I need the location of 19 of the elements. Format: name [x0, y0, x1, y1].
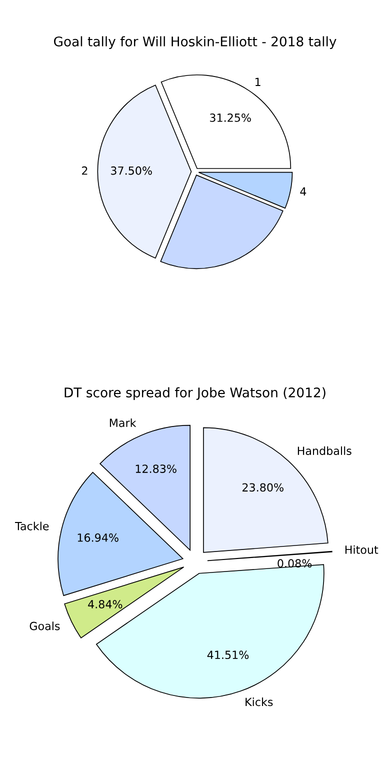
slice-label: 2 [82, 166, 88, 175]
slice-label: 4 [300, 187, 306, 196]
data-label: 12.83% [136, 464, 176, 473]
slice-label: 1 [256, 78, 260, 86]
data-label: 16.94% [78, 533, 118, 542]
data-label: 37.50% [111, 166, 152, 175]
chart-title: Goal tally for Will Hoskin-Elliott - 2018 tally [54, 36, 336, 50]
slice-label: Hitout [345, 545, 378, 554]
data-label: 41.51% [207, 650, 249, 660]
data-label: 0.08% [278, 559, 312, 568]
data-label: 31.25% [210, 114, 251, 122]
data-label: 23.80% [242, 483, 284, 492]
chart-title: DT score spread for Jobe Watson (2012) [64, 387, 326, 400]
slice-label: Tackle [15, 522, 49, 530]
slice-label: Goals [30, 622, 60, 630]
data-label: 4.84% [88, 600, 122, 608]
slice-label: Kicks [246, 698, 273, 706]
slice-label: Mark [110, 418, 136, 428]
slice-label: Handballs [298, 446, 352, 456]
